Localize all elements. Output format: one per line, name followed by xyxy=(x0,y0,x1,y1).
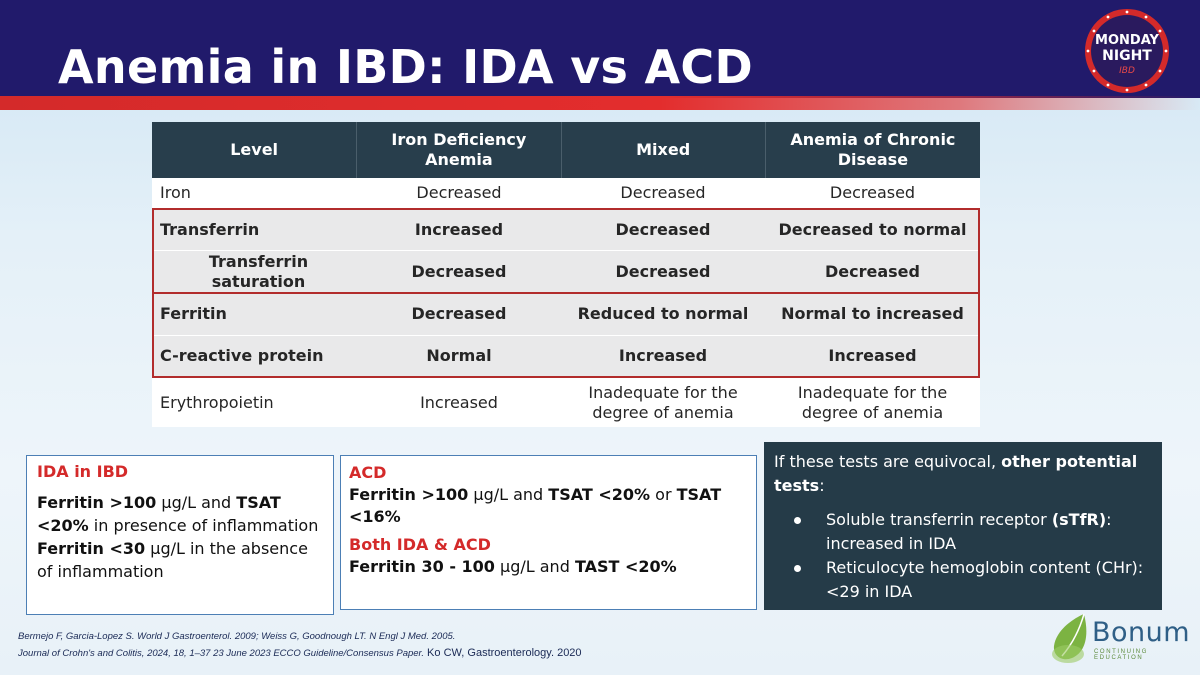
cell: Inadequate for the degree of anemia xyxy=(588,382,738,422)
cell: Reduced to normal xyxy=(577,304,749,323)
cell: Normal xyxy=(426,346,492,365)
cell: Decreased xyxy=(416,183,502,202)
ida-text: in presence of inflammation xyxy=(88,516,319,535)
reference-text: Journal of Crohn's and Colitis, 2024, 18… xyxy=(18,648,424,659)
table-row: Erythropoietin Increased Inadequate for … xyxy=(152,378,980,427)
header-bar xyxy=(0,0,1200,98)
row-label: Iron xyxy=(160,183,191,202)
header-level: Level xyxy=(152,122,358,178)
logo-text-monday: MONDAY xyxy=(1095,33,1159,48)
other-tests-list: Soluble transferrin receptor (sTfR): inc… xyxy=(774,508,1152,604)
cell: Decreased xyxy=(411,304,507,323)
list-item: Soluble transferrin receptor (sTfR): inc… xyxy=(794,508,1152,556)
cell: Decreased xyxy=(615,261,711,281)
reference-line-1: Bermejo F, Garcia-Lopez S. World J Gastr… xyxy=(18,631,456,642)
cell: Decreased xyxy=(620,183,706,202)
acd-box: ACD Ferritin >100 µg/L and TSAT <20% or … xyxy=(340,455,757,610)
bullet-text: Soluble transferrin receptor xyxy=(826,510,1052,529)
bonum-logo-text: Bonum xyxy=(1092,617,1191,648)
ida-criterion-1: Ferritin >100 µg/L and TSAT <20% in pres… xyxy=(37,491,323,537)
cell: Decreased to normal xyxy=(778,219,967,239)
acd-text: or xyxy=(650,485,677,504)
cell: Inadequate for the degree of anemia xyxy=(797,382,948,422)
cell: Decreased xyxy=(825,261,920,281)
reference-text: Ko CW, Gastroenterology. 2020 xyxy=(424,647,582,659)
other-tests-box: If these tests are equivocal, other pote… xyxy=(764,442,1162,610)
cell: Increased xyxy=(618,346,708,365)
row-label: Transferrin saturation xyxy=(208,251,309,291)
row-label: C-reactive protein xyxy=(160,346,324,365)
header-ida: Iron Deficiency Anemia xyxy=(357,122,562,178)
ida-tsat-value: TSAT <20% xyxy=(37,493,281,535)
ida-ferritin-value: Ferritin >100 xyxy=(37,493,157,512)
acd-heading: ACD xyxy=(349,463,387,482)
both-tast-value: TAST <20% xyxy=(574,557,677,576)
row-label: Erythropoietin xyxy=(160,392,274,412)
table-row: C-reactive protein Normal Increased Incr… xyxy=(152,336,980,376)
monday-night-ibd-logo: MONDAY NIGHT IBD xyxy=(1085,9,1169,93)
row-label: Ferritin xyxy=(160,304,227,323)
cell: Increased xyxy=(420,392,498,412)
header-acd: Anemia of Chronic Disease xyxy=(790,130,956,169)
ida-criterion-2: Ferritin <30 µg/L in the absence of infl… xyxy=(37,537,323,583)
acd-tsat-alt-value: TSAT <16% xyxy=(349,485,722,526)
both-ferritin-value: Ferritin 30 - 100 xyxy=(349,557,495,576)
table-row: Iron Decreased Decreased Decreased xyxy=(152,178,980,208)
intro-emphasis: other potential tests xyxy=(774,452,1138,495)
table-row: Transferrin saturation Decreased Decreas… xyxy=(152,251,980,292)
logo-text-night: NIGHT xyxy=(1102,48,1152,64)
both-heading: Both IDA & ACD xyxy=(349,535,491,554)
bullet-text: Reticulocyte hemoglobin content (CHr): <… xyxy=(826,558,1144,601)
header-red-stripe xyxy=(0,96,1200,110)
acd-criterion: Ferritin >100 µg/L and TSAT <20% or TSAT… xyxy=(349,484,748,528)
references: Bermejo F, Garcia-Lopez S. World J Gastr… xyxy=(18,629,582,662)
cell: Decreased xyxy=(829,183,916,202)
list-item: Reticulocyte hemoglobin content (CHr): <… xyxy=(794,556,1152,604)
slide-title: Anemia in IBD: IDA vs ACD xyxy=(58,40,753,94)
both-criterion: Ferritin 30 - 100 µg/L and TAST <20% xyxy=(349,556,748,578)
table-row: Transferrin Increased Decreased Decrease… xyxy=(152,209,980,250)
both-text: µg/L and xyxy=(494,557,575,576)
bonum-leaf-icon xyxy=(1052,613,1087,663)
acd-text: µg/L and xyxy=(468,485,549,504)
table-row: Ferritin Decreased Reduced to normal Nor… xyxy=(152,293,980,335)
ida-text: µg/L and xyxy=(156,493,237,512)
cell: Increased xyxy=(828,346,917,365)
ida-ferritin-low-value: Ferritin <30 xyxy=(37,539,146,558)
ida-heading: IDA in IBD xyxy=(37,462,129,481)
intro-text: If these tests are equivocal, xyxy=(774,452,1002,471)
bullet-text: : increased in IDA xyxy=(826,510,1112,553)
row-label: Transferrin xyxy=(160,219,260,239)
acd-ferritin-value: Ferritin >100 xyxy=(349,485,469,504)
bonum-tagline: CONTINUING EDUCATION xyxy=(1094,649,1148,661)
cell: Decreased xyxy=(411,261,507,281)
table-header-row: Level Iron Deficiency Anemia Mixed Anemi… xyxy=(152,122,980,178)
other-tests-intro: If these tests are equivocal, other pote… xyxy=(774,450,1152,498)
cell: Normal to increased xyxy=(781,304,964,323)
ida-text: µg/L in the absence of inflammation xyxy=(37,539,308,581)
anemia-comparison-table: Level Iron Deficiency Anemia Mixed Anemi… xyxy=(152,122,980,427)
cell: Increased xyxy=(414,219,504,239)
cell: Decreased xyxy=(615,219,711,239)
bullet-emphasis: (sTfR) xyxy=(1051,510,1107,529)
header-mixed: Mixed xyxy=(562,122,766,178)
acd-tsat-value: TSAT <20% xyxy=(548,485,651,504)
intro-text: : xyxy=(819,476,825,495)
ida-in-ibd-box: IDA in IBD Ferritin >100 µg/L and TSAT <… xyxy=(26,455,334,615)
reference-line-2: Journal of Crohn's and Colitis, 2024, 18… xyxy=(18,645,582,662)
logo-text-ibd: IBD xyxy=(1119,66,1135,76)
